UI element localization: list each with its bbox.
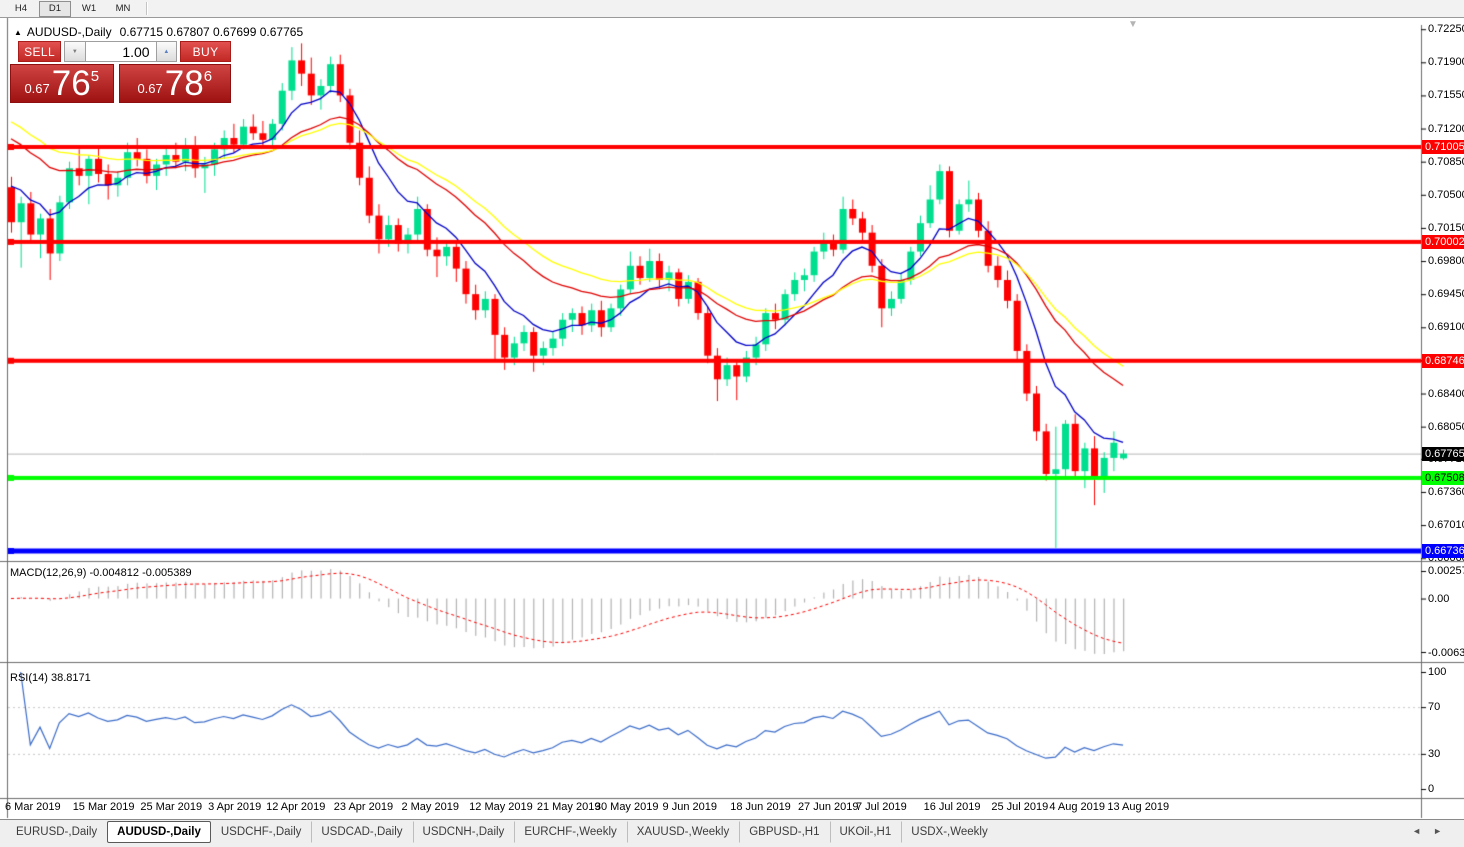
price-axis-tick: 0.68050 [1428,420,1464,433]
current-price-badge: 0.67765 [1422,446,1464,461]
price-axis-tick: 0.67010 [1428,519,1464,532]
tab-audusd-daily[interactable]: AUDUSD-,Daily [107,821,211,843]
price-axis-tick: 0.67360 [1428,485,1464,498]
price-axis-tick: 0.70150 [1428,221,1464,234]
volume-increase-button[interactable]: ▲ [155,41,178,62]
macd-axis-tick: 0.00 [1428,592,1450,605]
date-axis-tick: 12 Apr 2019 [266,801,326,813]
date-axis-tick: 23 Apr 2019 [333,801,394,813]
tab-scroll-right-icon[interactable]: ► [1433,826,1454,836]
price-axis-tick: 0.69100 [1428,321,1464,334]
tab-scroll-left-icon[interactable]: ◄ [1412,826,1434,836]
macd-indicator-label: MACD(12,26,9) -0.004812 -0.005389 [10,567,192,579]
macd-axis-tick: -0.006326 [1428,647,1464,659]
sell-price-prefix: 0.67 [24,81,50,96]
price-line-badge-0-70002: 0.70002 [1422,234,1464,249]
volume-input[interactable] [85,41,156,62]
tab-usdchf-daily[interactable]: USDCHF-,Daily [220,826,302,838]
chart-title: ▲ AUDUSD-,Daily 0.67715 0.67807 0.67699 0.… [14,25,303,39]
date-axis-tick: 2 May 2019 [401,801,459,813]
date-axis-tick: 21 May 2019 [536,801,601,813]
sell-price-display[interactable]: 0.67 76 5 [10,64,114,103]
date-axis-tick: 25 Jul 2019 [991,801,1049,813]
date-axis-tick: 13 Aug 2019 [1107,801,1170,813]
price-axis-tick: 0.71900 [1428,56,1464,69]
buy-price-pip: 6 [203,68,213,85]
date-axis-tick: 3 Apr 2019 [208,801,262,813]
tab-eurusd-daily[interactable]: EURUSD-,Daily [16,826,98,838]
volume-decrease-button[interactable]: ▼ [64,41,86,62]
price-axis-tick: 0.69800 [1428,255,1464,268]
rsi-indicator-label: RSI(14) 38.8171 [10,672,91,684]
price-axis-tick: 0.68400 [1428,387,1464,400]
tab-ukoil-h1[interactable]: UKOil-,H1 [829,821,902,843]
macd-axis-tick: 0.002574 [1428,565,1464,577]
chart-shift-marker-icon[interactable]: ▼ [1128,19,1138,30]
rsi-axis-tick: 70 [1428,701,1441,714]
date-axis-tick: 18 Jun 2019 [730,801,791,813]
buy-button[interactable]: BUY [180,41,231,62]
date-axis-tick: 15 Mar 2019 [72,801,135,813]
price-axis-tick: 0.69450 [1428,288,1464,301]
date-axis-tick: 25 Mar 2019 [140,801,203,813]
tab-eurchf-weekly[interactable]: EURCHF-,Weekly [514,821,626,843]
date-axis-tick: 4 Aug 2019 [1049,801,1106,813]
price-axis-tick: 0.71550 [1428,89,1464,102]
tab-usdcad-daily[interactable]: USDCAD-,Daily [311,821,412,843]
price-axis-tick: 0.71200 [1428,122,1464,135]
spin-up-icon: ▲ [163,48,170,55]
date-axis-tick: 9 Jun 2019 [662,801,717,813]
buy-price-prefix: 0.67 [137,81,163,96]
date-axis-tick: 12 May 2019 [469,801,533,813]
tab-gbpusd-h1[interactable]: GBPUSD-,H1 [739,821,829,843]
timeframe-button-mn[interactable]: MN [115,3,131,14]
price-line-badge-0-66736: 0.66736 [1422,544,1464,558]
date-axis-tick: 6 Mar 2019 [5,801,61,813]
date-axis-tick: 7 Jul 2019 [855,801,907,813]
rsi-axis-tick: 100 [1428,666,1447,678]
price-line-badge-0-68746: 0.68746 [1422,353,1464,368]
timeframe-toolbar: H4 D1 W1 MN [0,0,1464,18]
timeframe-button-d1[interactable]: D1 [39,0,71,17]
tab-xauusd-weekly[interactable]: XAUUSD-,Weekly [626,821,739,843]
price-chart-canvas[interactable] [0,18,1464,819]
tab-usdcnh-daily[interactable]: USDCNH-,Daily [412,821,515,843]
price-axis-tick: 0.70500 [1428,188,1464,201]
date-axis-tick: 30 May 2019 [594,801,659,813]
buy-price-main: 78 [164,64,204,103]
price-line-badge-0-71005: 0.71005 [1422,140,1464,154]
rsi-axis-tick: 30 [1428,747,1441,760]
chart-ohlc-values: 0.67715 0.67807 0.67699 0.67765 [119,25,304,39]
timeframe-button-h4[interactable]: H4 [14,3,28,14]
date-axis-tick: 27 Jun 2019 [797,801,859,813]
sell-price-main: 76 [51,64,91,103]
timeframe-button-w1[interactable]: W1 [81,3,97,14]
toolbar-separator [146,2,147,15]
price-axis-tick: 0.72250 [1428,23,1464,36]
one-click-trading-panel: SELL ▼ ▲ BUY 0.67 76 5 0.67 78 6 [10,41,231,103]
buy-price-display[interactable]: 0.67 78 6 [118,64,231,103]
tab-usdx-weekly[interactable]: USDX-,Weekly [901,821,997,843]
rsi-axis-tick: 0 [1428,783,1435,795]
sell-price-pip: 5 [90,68,100,85]
chart-symbol-label: AUDUSD-,Daily [26,25,112,39]
date-axis-tick: 16 Jul 2019 [923,801,981,813]
chart-collapse-icon[interactable]: ▲ [14,28,22,37]
chart-tab-bar: EURUSD-,Daily AUDUSD-,Daily USDCHF-,Daily U… [0,819,1464,847]
sell-button[interactable]: SELL [18,41,62,62]
spin-down-icon: ▼ [71,48,78,55]
price-axis-tick: 0.70850 [1428,155,1464,168]
price-line-badge-0-67508: 0.67508 [1422,470,1464,485]
